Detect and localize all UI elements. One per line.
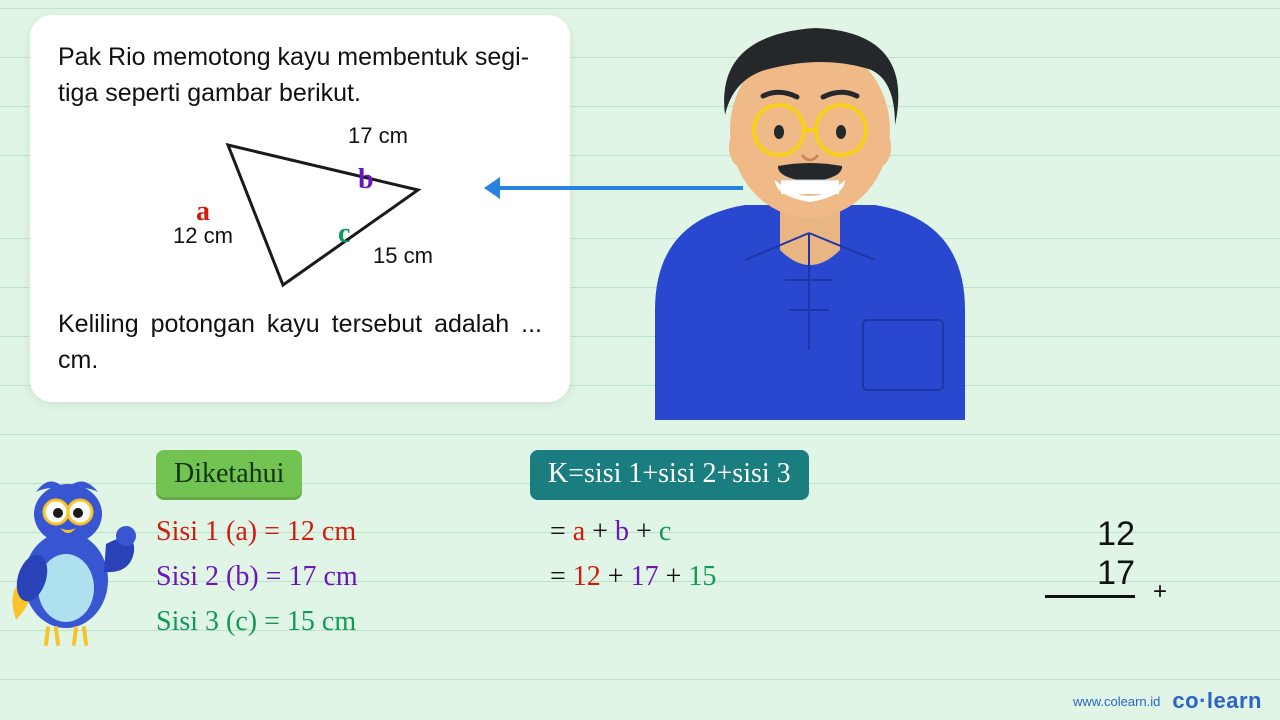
side-c-length: 15 cm xyxy=(373,240,433,272)
known-2-val: 17 cm xyxy=(288,561,357,592)
add-op: + xyxy=(1153,578,1167,606)
triangle-shape xyxy=(188,125,468,305)
known-3-pre: Sisi 3 (c) = xyxy=(156,606,287,637)
add-n1: 12 xyxy=(1045,515,1135,554)
known-3-val: 15 cm xyxy=(287,606,356,637)
known-2-pre: Sisi 2 (b) = xyxy=(156,561,288,592)
question-footer: Keliling potongan kayu tersebut adalah .… xyxy=(58,306,542,379)
eq1-prefix: = xyxy=(550,516,573,547)
known-line-1: Sisi 1 (a) = 12 cm xyxy=(156,510,358,555)
eq2-plus1: + xyxy=(601,561,631,592)
eq1-c: c xyxy=(659,516,671,547)
eq1-plus1: + xyxy=(585,516,615,547)
known-1-pre: Sisi 1 (a) = xyxy=(156,516,287,547)
column-addition: 12 17 + xyxy=(1045,515,1135,598)
question-line-2: tiga seperti gambar berikut. xyxy=(58,79,361,107)
known-line-2: Sisi 2 (b) = 17 cm xyxy=(156,555,358,600)
add-line xyxy=(1045,595,1135,598)
footer-url: www.colearn.id xyxy=(1073,694,1160,709)
known-values: Sisi 1 (a) = 12 cm Sisi 2 (b) = 17 cm Si… xyxy=(156,510,358,644)
question-line-1: Pak Rio memotong kayu membentuk segi- xyxy=(58,43,529,71)
add-n2: 17 xyxy=(1045,554,1135,593)
triangle-diagram: 17 cm b a 12 cm c 15 cm xyxy=(58,120,542,300)
eq2-prefix: = xyxy=(550,561,573,592)
brand-dot: · xyxy=(1199,688,1207,713)
footer: www.colearn.id co·learn xyxy=(1073,688,1262,714)
side-b-length: 17 cm xyxy=(348,120,408,152)
eq2-a: 12 xyxy=(573,561,601,592)
brand-pre: co xyxy=(1172,688,1199,713)
teacher-illustration xyxy=(595,20,1025,420)
known-tag: Diketahui xyxy=(156,450,302,500)
work-line-2: = 12 + 17 + 15 xyxy=(550,555,716,600)
brand-logo: co·learn xyxy=(1172,688,1262,714)
known-1-val: 12 cm xyxy=(287,516,356,547)
eq2-b: 17 xyxy=(631,561,659,592)
eq1-b: b xyxy=(615,516,629,547)
work-line-1: = a + b + c xyxy=(550,510,716,555)
working-steps: = a + b + c = 12 + 17 + 15 xyxy=(550,510,716,600)
formula-tag: K=sisi 1+sisi 2+sisi 3 xyxy=(530,450,809,500)
mascot-bird xyxy=(8,470,148,650)
eq2-plus2: + xyxy=(659,561,689,592)
brand-post: learn xyxy=(1207,688,1262,713)
side-a-length: 12 cm xyxy=(173,220,233,252)
eq1-a: a xyxy=(573,516,585,547)
eq1-plus2: + xyxy=(629,516,659,547)
known-line-3: Sisi 3 (c) = 15 cm xyxy=(156,600,358,645)
side-b-label: b xyxy=(358,160,374,201)
question-card: Pak Rio memotong kayu membentuk segi- ti… xyxy=(30,15,570,402)
question-text: Pak Rio memotong kayu membentuk segi- ti… xyxy=(58,39,542,112)
side-c-label: c xyxy=(338,214,350,255)
eq2-c: 15 xyxy=(688,561,716,592)
